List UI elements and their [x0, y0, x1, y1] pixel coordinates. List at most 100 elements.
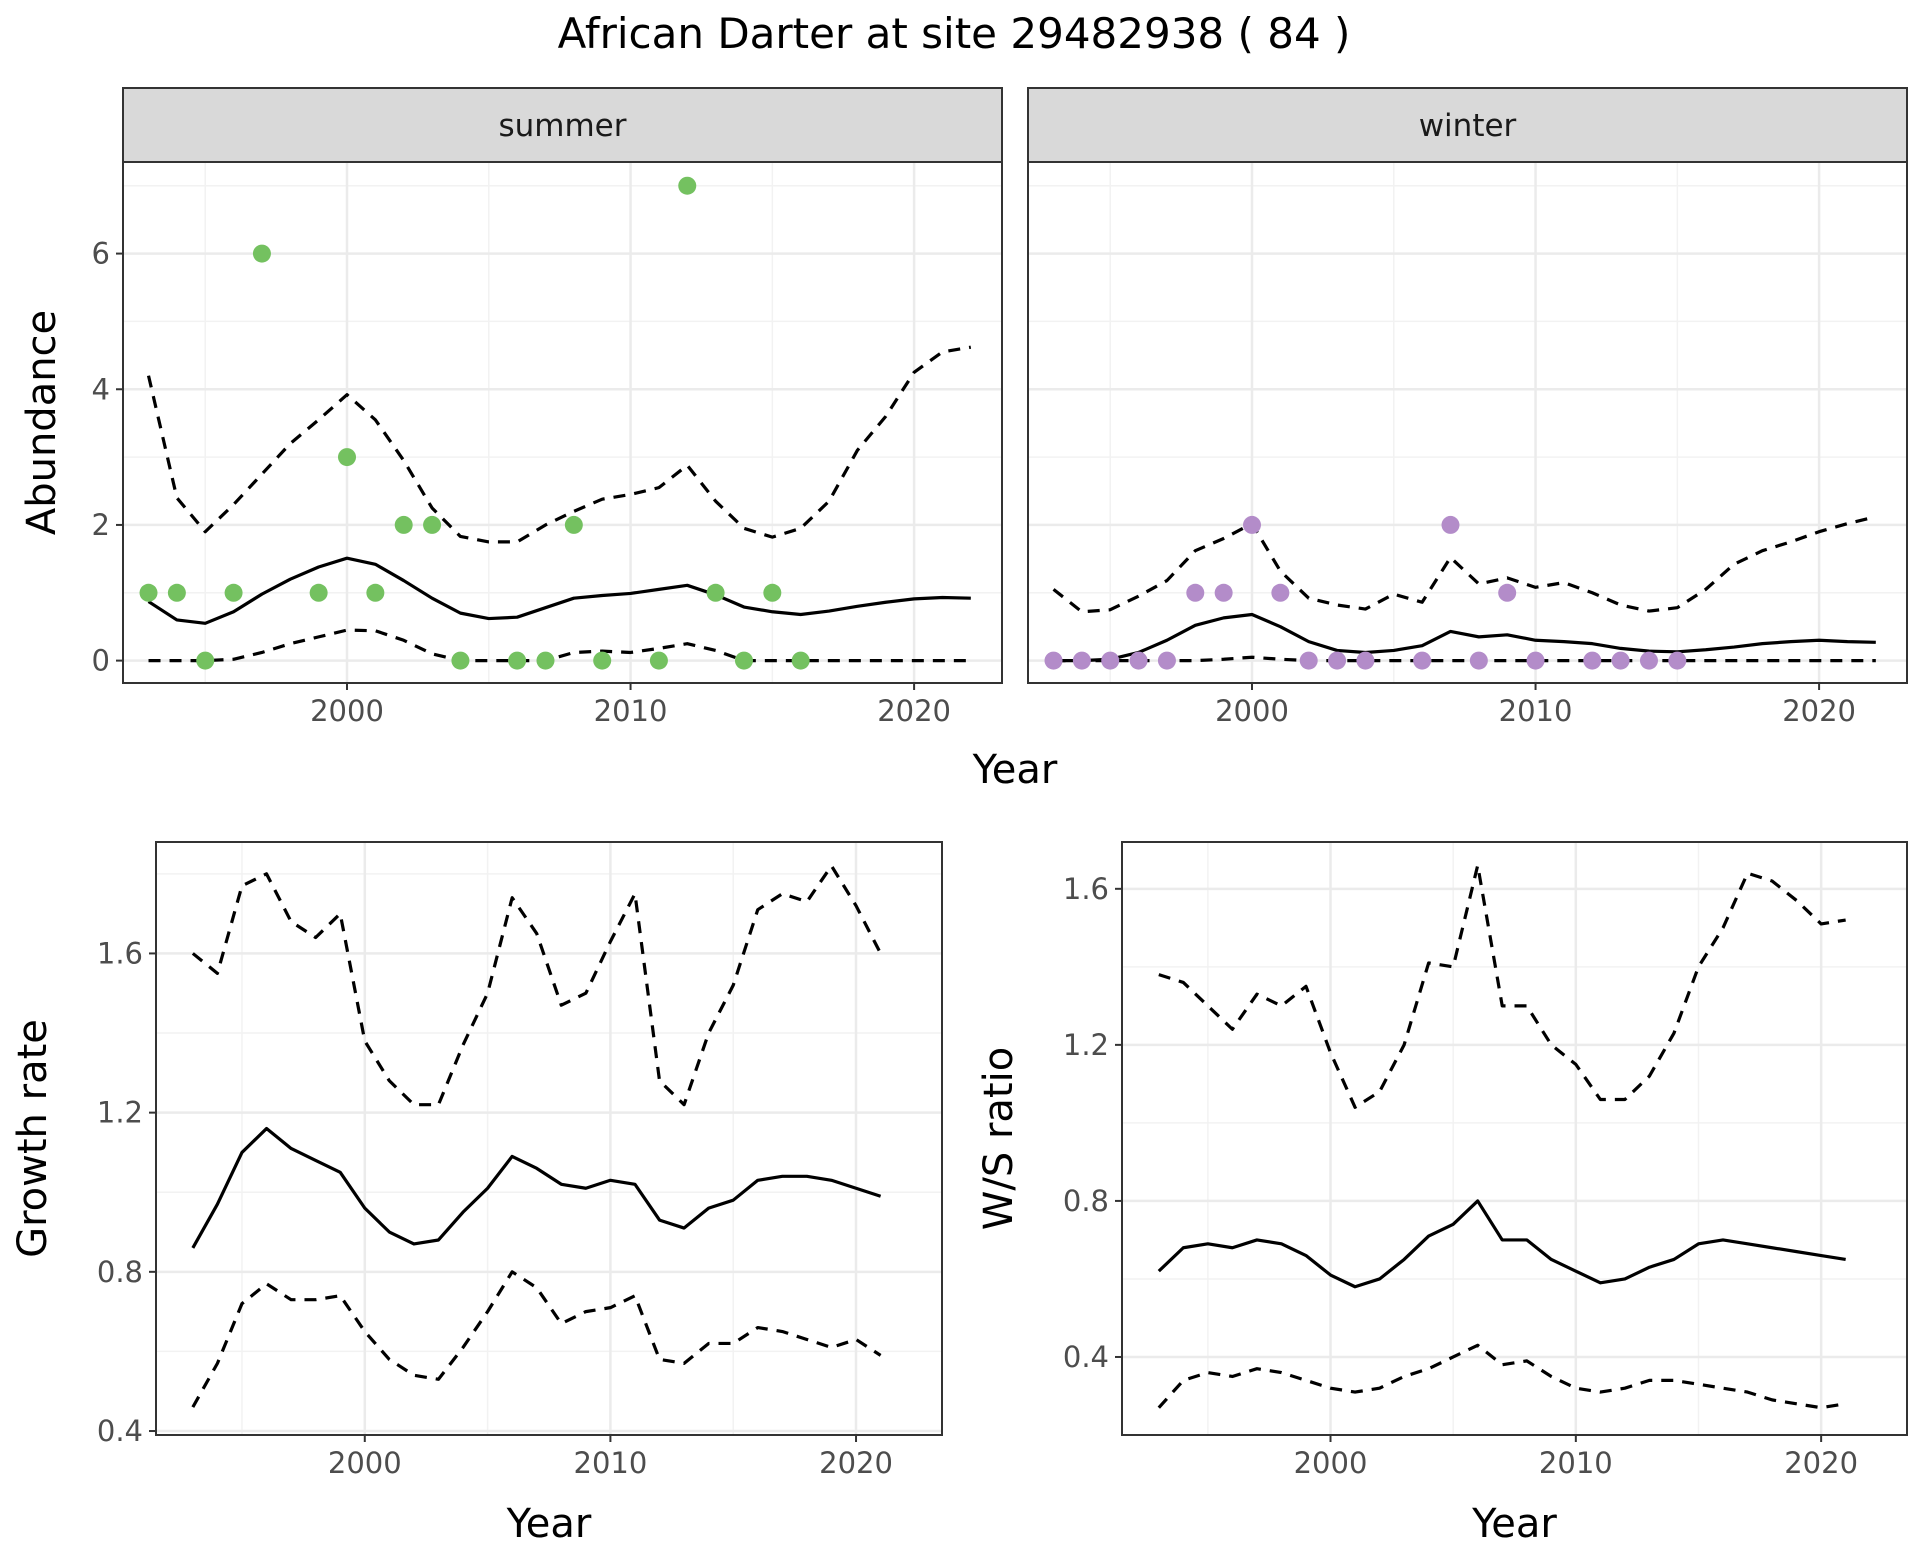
x-tick-label: 2020 [1782, 694, 1856, 728]
data-point [1129, 651, 1148, 670]
x-tick-label: 2020 [877, 694, 951, 728]
y-tick-label: 0 [92, 644, 110, 678]
data-point [1356, 651, 1375, 670]
panel-background [1122, 842, 1907, 1435]
data-point [167, 583, 186, 602]
y-tick-label: 0.8 [97, 1255, 143, 1289]
y-axis-title: Growth rate [10, 1019, 56, 1258]
data-point [791, 651, 810, 670]
data-point [536, 651, 555, 670]
y-tick-label: 0.4 [97, 1414, 143, 1448]
data-point [196, 651, 215, 670]
data-point [252, 244, 271, 263]
plot-layer: 2000 2010 2020 0 2 4 6 summer 2000 2010 2020 winter… [10, 87, 1908, 1547]
y-tick-label: 1.6 [97, 936, 143, 970]
data-point [1214, 583, 1233, 602]
x-axis-title: Year [506, 1501, 592, 1547]
data-point [451, 651, 470, 670]
data-point [366, 583, 385, 602]
x-tick-label: 2010 [594, 694, 668, 728]
data-point [1157, 651, 1176, 670]
data-point [1101, 651, 1120, 670]
data-point [1441, 515, 1460, 534]
series-line-lower [148, 628, 971, 663]
x-tick-label: 2010 [1499, 694, 1573, 728]
data-point [423, 515, 442, 534]
y-tick-label: 4 [92, 372, 110, 406]
data-point [734, 651, 753, 670]
data-point [1469, 651, 1488, 670]
data-point [1498, 583, 1517, 602]
series-line-lower [1053, 655, 1876, 663]
x-axis-title: Year [972, 747, 1058, 793]
x-tick-label: 2020 [1784, 1446, 1858, 1480]
x-tick-label: 2000 [1294, 1446, 1368, 1480]
data-point [1299, 651, 1318, 670]
panel-border [1121, 841, 1908, 1436]
data-point [678, 176, 697, 195]
x-tick-label: 2000 [328, 1446, 402, 1480]
data-point [508, 651, 527, 670]
series-line-lower [191, 1270, 882, 1408]
data-point [1639, 651, 1658, 670]
y-tick-label: 0.4 [1063, 1340, 1109, 1374]
y-axis-title: Abundance [19, 310, 65, 535]
data-point [394, 515, 413, 534]
x-tick-label: 2000 [310, 694, 384, 728]
facet-strip-label: winter [1419, 108, 1517, 144]
data-point [1413, 651, 1432, 670]
data-point [706, 583, 725, 602]
data-point [1072, 651, 1091, 670]
series-line-mean [1157, 1199, 1846, 1289]
chart-panel-1: 2000 2010 2020 0.4 0.8 1.2 1.6 Year Growth rate [10, 841, 943, 1547]
data-point [1526, 651, 1545, 670]
data-point [1328, 651, 1347, 670]
data-point [1611, 651, 1630, 670]
data-point [224, 583, 243, 602]
series-line-upper [191, 864, 883, 1107]
facet-panel-summer: 2000 2010 2020 0 2 4 6 summer [92, 87, 1003, 728]
series-line-mean [147, 556, 971, 625]
y-tick-label: 1.6 [1063, 872, 1109, 906]
facet-strip [1027, 87, 1908, 163]
x-tick-label: 2010 [1539, 1446, 1613, 1480]
data-point [1186, 583, 1205, 602]
data-point [1044, 651, 1063, 670]
figure-title: African Darter at site 29482938 ( 84 ) [558, 9, 1351, 58]
panel-border [155, 841, 943, 1436]
y-axis-title: W/S ratio [976, 1047, 1022, 1230]
x-tick-label: 2000 [1215, 694, 1289, 728]
x-tick-label: 2010 [574, 1446, 648, 1480]
y-tick-label: 2 [92, 508, 110, 542]
data-point [309, 583, 328, 602]
data-point [338, 448, 357, 467]
series-line-upper [1052, 515, 1877, 614]
panel-background [1028, 162, 1907, 683]
series-line-mean [191, 1126, 882, 1249]
data-point [649, 651, 668, 670]
facet-strip-label: summer [498, 108, 626, 144]
data-point [139, 583, 158, 602]
series-line-upper [1158, 863, 1846, 1109]
data-point [1243, 515, 1262, 534]
y-tick-label: 6 [92, 237, 110, 271]
data-point [564, 515, 583, 534]
facet-strip [122, 87, 1003, 163]
facet-panel-winter: 2000 2010 2020 winter [1027, 87, 1908, 728]
chart-panel-2: 2000 2010 2020 0.4 0.8 1.2 1.6 Year W/S ratio [976, 841, 1908, 1547]
y-tick-label: 0.8 [1063, 1184, 1109, 1218]
series-line-upper [146, 345, 972, 544]
data-point [593, 651, 612, 670]
y-tick-label: 1.2 [97, 1096, 143, 1130]
x-axis-title: Year [1471, 1501, 1557, 1547]
data-point [1668, 651, 1687, 670]
y-tick-label: 1.2 [1063, 1028, 1109, 1062]
data-point [1271, 583, 1290, 602]
data-point [763, 583, 782, 602]
series-line-lower [1157, 1343, 1846, 1410]
panel-background [156, 842, 942, 1435]
data-point [1583, 651, 1602, 670]
x-tick-label: 2020 [819, 1446, 893, 1480]
series-line-mean [1053, 612, 1876, 663]
